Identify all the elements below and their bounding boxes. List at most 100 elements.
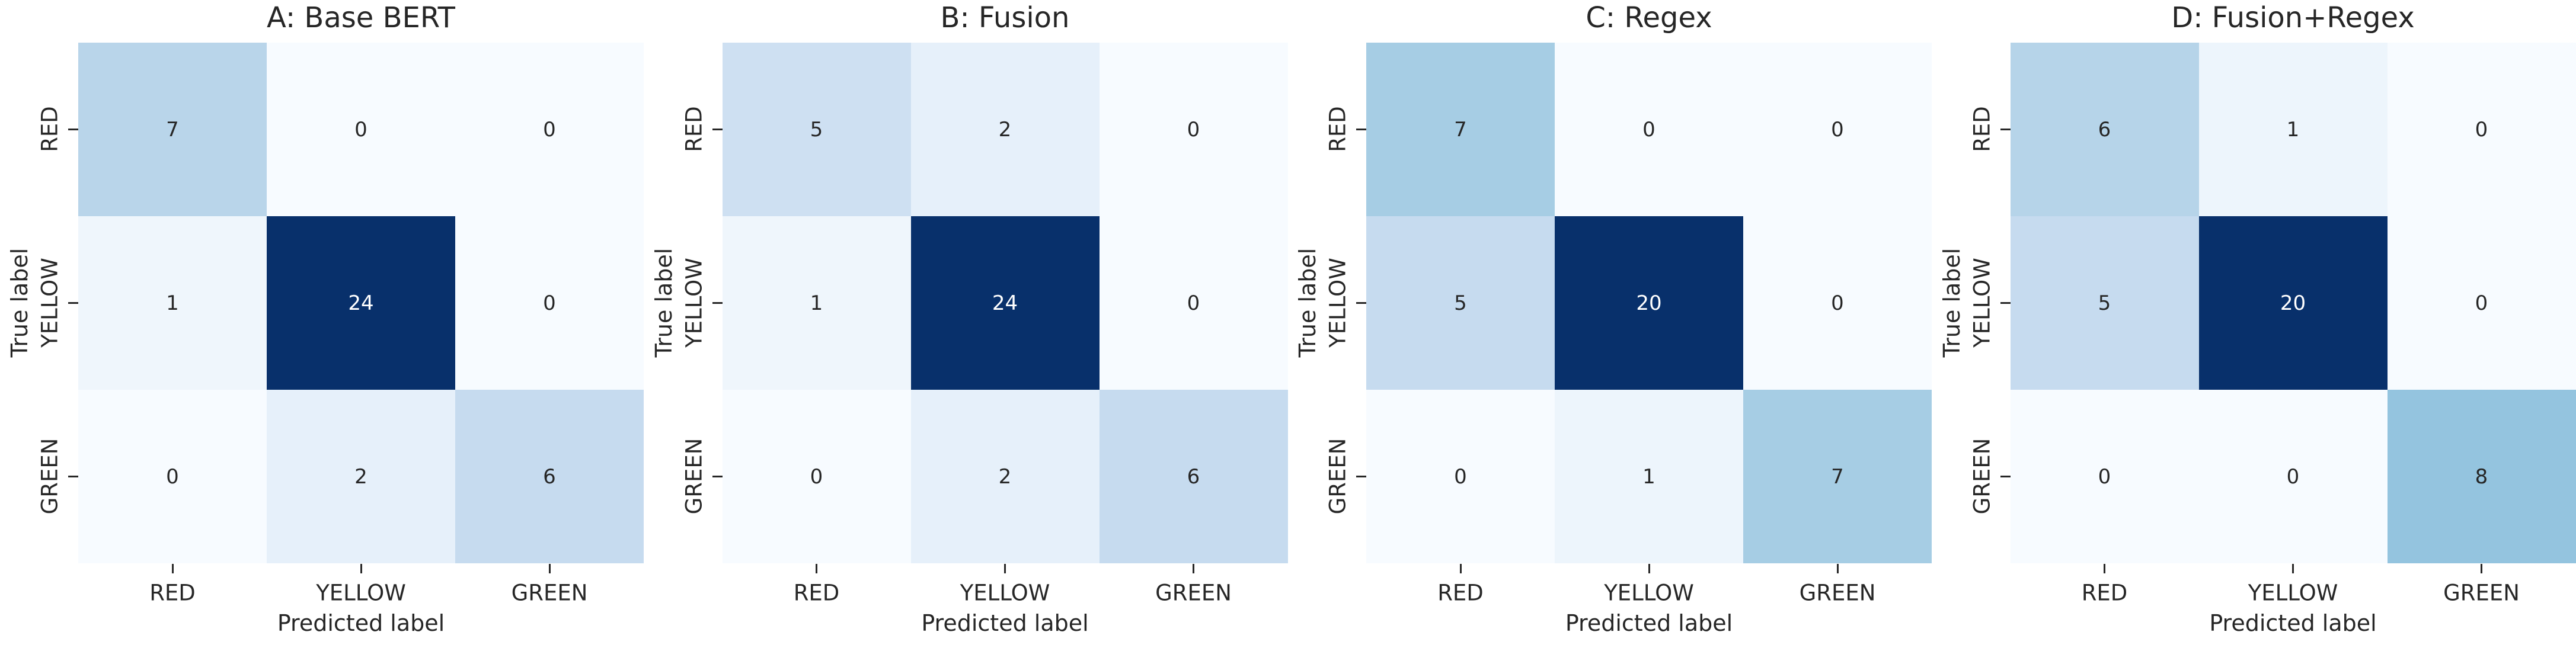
heatmap-cell-r1c2: 0 xyxy=(1099,216,1288,390)
heatmap-cell-r2c1: 2 xyxy=(267,390,455,563)
x-tick-mark xyxy=(548,564,551,573)
heatmap-cell-r1c2: 0 xyxy=(1743,216,1932,390)
heatmap-cell-r2c0: 0 xyxy=(78,390,267,563)
heatmap-cell-r1c1: 24 xyxy=(267,216,455,390)
x-tick-mark xyxy=(1836,564,1839,573)
y-tick-label-green: GREEN xyxy=(681,438,707,515)
heatmap-cell-r0c2: 0 xyxy=(1743,43,1932,216)
y-tick-label-yellow: YELLOW xyxy=(37,258,63,348)
heatmap-cell-r1c2: 0 xyxy=(2387,216,2576,390)
y-tick-mark xyxy=(1356,301,1366,304)
panel-title: C: Regex xyxy=(1586,1,1712,34)
y-tick-mark xyxy=(68,475,78,477)
x-tick-label-green: GREEN xyxy=(2443,580,2520,606)
x-tick-label-yellow: YELLOW xyxy=(1604,580,1694,606)
heatmap-cell-r1c1: 24 xyxy=(910,216,1100,390)
y-tick-label-green: GREEN xyxy=(1969,438,1995,515)
heatmap-cell-r2c2: 6 xyxy=(455,390,644,563)
heatmap-cell-r2c2: 7 xyxy=(1743,390,1932,563)
x-tick-label-yellow: YELLOW xyxy=(960,580,1050,606)
y-tick-mark xyxy=(1356,475,1366,477)
y-tick-mark xyxy=(68,128,78,130)
y-tick-label-yellow: YELLOW xyxy=(1969,258,1995,348)
heatmap-cell-r0c0: 7 xyxy=(1366,43,1555,216)
x-tick-mark xyxy=(2481,564,2482,573)
y-tick-label-red: RED xyxy=(1325,106,1351,152)
x-tick-label-red: RED xyxy=(149,580,196,606)
y-tick-label-green: GREEN xyxy=(37,438,63,515)
heatmap-cell-r1c1: 20 xyxy=(2198,216,2388,390)
y-tick-mark xyxy=(2000,301,2011,304)
y-tick-label-red: RED xyxy=(1969,106,1995,152)
y-axis-label: True label xyxy=(7,248,33,358)
x-tick-mark xyxy=(360,564,362,573)
x-axis-label: Predicted label xyxy=(921,610,1089,636)
x-tick-mark xyxy=(1459,564,1462,573)
x-tick-mark xyxy=(816,564,817,573)
heatmap-cell-r0c2: 0 xyxy=(455,43,644,216)
y-tick-label-green: GREEN xyxy=(1325,438,1351,515)
panel-title: B: Fusion xyxy=(940,1,1070,34)
y-tick-mark xyxy=(712,128,723,130)
x-tick-label-green: GREEN xyxy=(1155,580,1232,606)
heatmap-cell-r1c0: 1 xyxy=(722,216,911,390)
heatmap-cell-r2c0: 0 xyxy=(2010,390,2199,563)
y-tick-mark xyxy=(2000,128,2011,130)
x-tick-mark xyxy=(2292,564,2294,573)
heatmap-cell-r1c0: 1 xyxy=(78,216,267,390)
heatmap-grid: 5 2 0 1 24 0 0 2 6 xyxy=(722,43,1288,563)
y-axis-label: True label xyxy=(1295,248,1321,358)
x-tick-mark xyxy=(1648,564,1650,573)
y-axis-label: True label xyxy=(650,248,677,358)
panel-d-fusion-regex: D: Fusion+Regex True label RED YELLOW GR… xyxy=(1932,0,2576,648)
heatmap-cell-r0c0: 7 xyxy=(78,43,267,216)
heatmap-cell-r0c1: 2 xyxy=(910,43,1100,216)
x-tick-mark xyxy=(1193,564,1194,573)
heatmap-cell-r1c1: 20 xyxy=(1555,216,1743,390)
x-tick-mark xyxy=(1004,564,1006,573)
x-tick-label-red: RED xyxy=(793,580,840,606)
x-tick-label-green: GREEN xyxy=(1799,580,1876,606)
heatmap-cell-r1c0: 5 xyxy=(1366,216,1555,390)
x-tick-label-red: RED xyxy=(2081,580,2128,606)
heatmap-cell-r0c0: 5 xyxy=(722,43,911,216)
heatmap-cell-r0c2: 0 xyxy=(1099,43,1288,216)
panel-title: A: Base BERT xyxy=(267,1,455,34)
y-tick-label-red: RED xyxy=(681,106,707,152)
heatmap-cell-r2c0: 0 xyxy=(1366,390,1555,563)
heatmap-cell-r0c1: 1 xyxy=(2198,43,2388,216)
heatmap-cell-r1c2: 0 xyxy=(455,216,644,390)
heatmap-cell-r2c2: 8 xyxy=(2387,390,2576,563)
heatmap-cell-r2c1: 1 xyxy=(1555,390,1743,563)
y-tick-label-yellow: YELLOW xyxy=(681,258,707,348)
y-tick-mark xyxy=(1356,128,1366,130)
x-axis-label: Predicted label xyxy=(2209,610,2377,636)
heatmap-cell-r0c2: 0 xyxy=(2387,43,2576,216)
panel-a-base-bert: A: Base BERT True label RED YELLOW GREEN… xyxy=(0,0,644,648)
x-tick-label-green: GREEN xyxy=(511,580,588,606)
heatmap-grid: 7 0 0 5 20 0 0 1 7 xyxy=(1366,43,1932,563)
x-tick-mark xyxy=(2104,564,2105,573)
y-axis-label: True label xyxy=(1938,248,1965,358)
y-tick-label-red: RED xyxy=(37,106,63,152)
y-tick-label-yellow: YELLOW xyxy=(1325,258,1351,348)
heatmap-cell-r2c0: 0 xyxy=(722,390,911,563)
x-axis-label: Predicted label xyxy=(1565,610,1733,636)
heatmap-grid: 7 0 0 1 24 0 0 2 6 xyxy=(78,43,644,563)
heatmap-cell-r0c1: 0 xyxy=(1555,43,1743,216)
heatmap-cell-r0c0: 6 xyxy=(2010,43,2199,216)
x-tick-label-yellow: YELLOW xyxy=(316,580,406,606)
heatmap-cell-r0c1: 0 xyxy=(267,43,455,216)
y-tick-mark xyxy=(68,301,78,304)
y-tick-mark xyxy=(2000,475,2011,477)
panel-title: D: Fusion+Regex xyxy=(2171,1,2415,34)
x-tick-label-red: RED xyxy=(1437,580,1484,606)
x-axis-label: Predicted label xyxy=(277,610,445,636)
y-tick-mark xyxy=(712,301,723,304)
y-tick-mark xyxy=(712,475,723,477)
heatmap-grid: 6 1 0 5 20 0 0 0 8 xyxy=(2010,43,2576,563)
heatmap-cell-r2c1: 0 xyxy=(2198,390,2388,563)
x-tick-mark xyxy=(171,564,174,573)
